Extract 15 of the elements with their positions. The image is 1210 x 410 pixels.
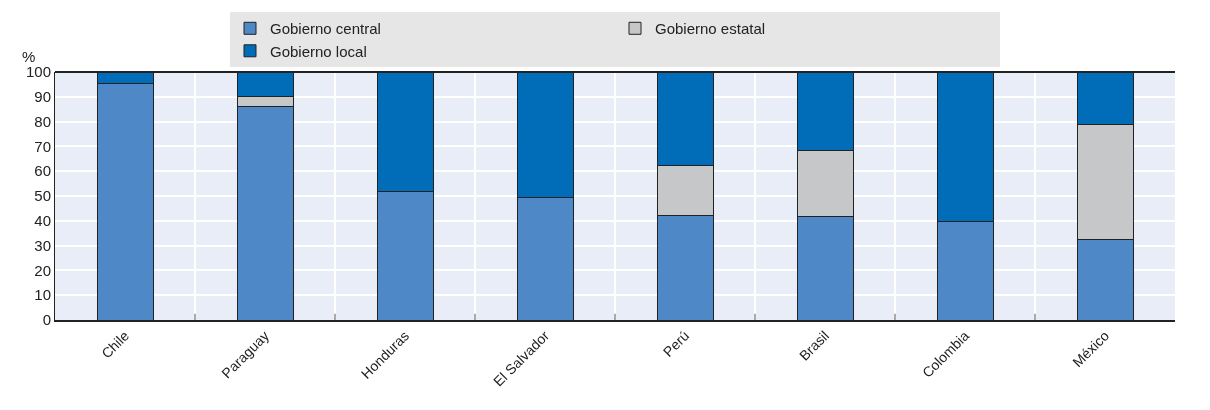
y-tick-label: 90 [34, 88, 51, 106]
legend-label: Gobierno central [270, 20, 381, 38]
y-tick-label: 100 [25, 63, 51, 81]
y-tick-label: 60 [34, 162, 51, 180]
y-tick-label: 40 [34, 212, 51, 230]
y-tick-label: 30 [34, 236, 51, 254]
y-tick-label: 50 [34, 187, 51, 205]
legend-label: Gobierno local [270, 42, 367, 60]
y-tick-label: 0 [42, 311, 51, 329]
y-tick-label: 10 [34, 286, 51, 304]
legend-label: Gobierno estatal [655, 20, 766, 38]
y-axis-title: % [22, 48, 36, 65]
y-tick-label: 70 [34, 137, 51, 155]
y-tick-label: 80 [34, 112, 51, 130]
y-tick-label: 20 [34, 261, 51, 279]
